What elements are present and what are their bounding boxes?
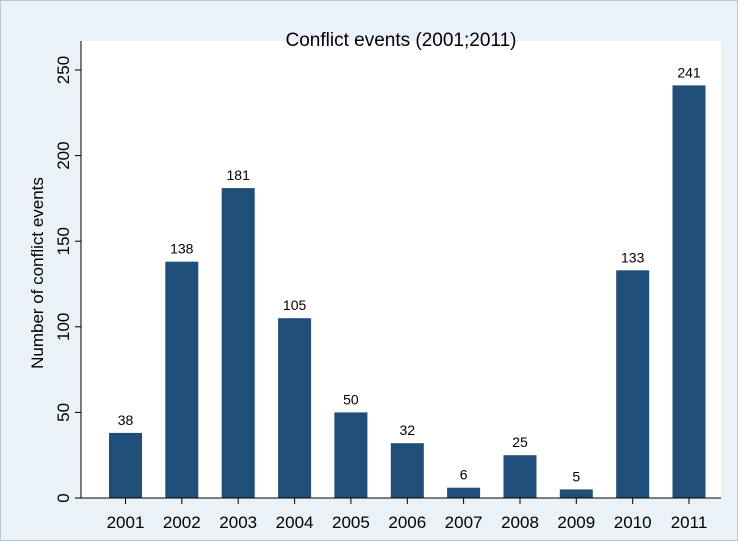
x-tick-label-2010: 2010 [614, 513, 652, 532]
data-label-2006: 32 [400, 422, 416, 438]
y-tick-label-50: 50 [54, 403, 73, 422]
x-tick-label-2009: 2009 [557, 513, 595, 532]
x-tick-label-2008: 2008 [501, 513, 539, 532]
bar-2007 [447, 487, 481, 498]
data-label-2011: 241 [677, 64, 701, 80]
data-label-2001: 38 [118, 412, 134, 428]
x-tick-label-2003: 2003 [219, 513, 257, 532]
x-tick-label-2004: 2004 [276, 513, 314, 532]
x-tick-label-2007: 2007 [445, 513, 483, 532]
bar-2003 [221, 188, 255, 498]
bar-2002 [165, 261, 199, 498]
bar-2006 [390, 443, 424, 498]
y-tick-label-200: 200 [54, 141, 73, 169]
data-label-2002: 138 [170, 241, 194, 257]
bar-2009 [559, 489, 593, 498]
bars-group [109, 85, 706, 499]
x-tick-label-2002: 2002 [163, 513, 201, 532]
x-axis: 2001 2002 2003 2004 2005 2006 2007 2008 2009 2010… [81, 497, 721, 532]
x-tick-label-2005: 2005 [332, 513, 370, 532]
data-label-2007: 6 [460, 467, 468, 483]
x-tick-label-2006: 2006 [388, 513, 426, 532]
bar-2005 [334, 412, 368, 498]
data-label-2003: 181 [227, 167, 251, 183]
y-tick-label-150: 150 [54, 227, 73, 255]
y-axis: 0 50 100 150 200 250 [54, 41, 82, 503]
bar-2011 [672, 85, 706, 499]
bar-2008 [503, 455, 537, 498]
data-labels-group: 38 138 181 105 50 32 6 25 5 133 241 [118, 64, 701, 484]
data-label-2009: 5 [572, 468, 580, 484]
data-label-2010: 133 [621, 249, 645, 265]
y-axis-title: Number of conflict events [28, 177, 47, 369]
x-tick-label-2001: 2001 [107, 513, 145, 532]
y-tick-label-100: 100 [54, 313, 73, 341]
bar-2001 [109, 432, 142, 498]
y-tick-label-0: 0 [54, 493, 73, 502]
x-tick-label-2011: 2011 [671, 513, 708, 532]
chart-title: Conflict events (2001;2011) [286, 30, 517, 51]
bar-2004 [278, 318, 312, 498]
bar-2010 [616, 270, 650, 498]
data-label-2004: 105 [283, 297, 307, 313]
data-label-2005: 50 [343, 391, 359, 407]
y-tick-label-250: 250 [54, 56, 73, 84]
data-label-2008: 25 [512, 434, 528, 450]
